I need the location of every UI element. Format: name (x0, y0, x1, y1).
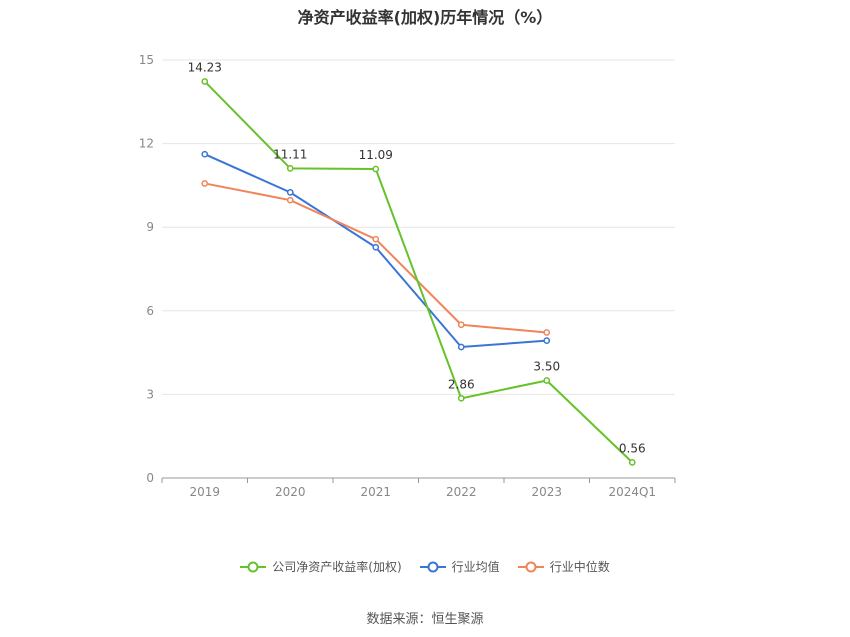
data-point[interactable] (457, 321, 465, 329)
label-layer: 14.23 11.11 11.09 2.86 3.50 0.56 (188, 60, 646, 455)
series-line-0 (204, 80, 633, 464)
data-point[interactable] (372, 235, 380, 243)
x-tick-label: 2021 (360, 485, 391, 499)
data-point[interactable] (286, 165, 294, 172)
data-point[interactable] (201, 180, 209, 187)
legend-item[interactable]: 公司净资产收益率(加权) (240, 558, 402, 575)
data-point[interactable] (286, 189, 294, 196)
data-label: 11.11 (273, 147, 307, 161)
data-point[interactable] (201, 78, 209, 85)
series-layer (201, 78, 636, 466)
legend-label: 行业中位数 (549, 560, 610, 574)
legend-label: 行业均值 (451, 560, 500, 574)
data-point[interactable] (201, 150, 209, 158)
legend-swatch (240, 561, 267, 572)
data-point[interactable] (286, 196, 294, 204)
legend-swatch (419, 561, 446, 572)
chart-title: 净资产收益率(加权)历年情况（%） (297, 8, 553, 27)
data-point[interactable] (628, 459, 636, 466)
source-note: 数据来源：恒生聚源 (366, 612, 484, 627)
data-point[interactable] (543, 337, 551, 344)
x-tick-label: 2022 (446, 485, 477, 499)
data-label: 14.23 (188, 60, 222, 74)
data-point[interactable] (372, 165, 380, 173)
y-tick-label: 9 (146, 220, 154, 234)
x-tick-label: 2019 (189, 485, 220, 499)
legend: 公司净资产收益率(加权) 行业均值 行业中位数 (0, 558, 850, 575)
data-label: 11.09 (359, 148, 393, 162)
legend-swatch (517, 561, 544, 572)
data-label: 2.86 (448, 377, 475, 391)
data-point[interactable] (457, 394, 465, 402)
y-tick-label: 12 (139, 137, 154, 151)
x-tick-label: 2024Q1 (608, 485, 656, 499)
data-point[interactable] (543, 377, 551, 384)
axis-layer: 0 3 6 9 12 15 2019 2020 2021 2022 2023 2024Q1 (139, 53, 676, 499)
grid-layer (162, 59, 675, 395)
y-tick-label: 3 (146, 387, 154, 401)
data-label: 0.56 (619, 441, 646, 455)
data-point[interactable] (372, 243, 380, 251)
legend-item[interactable]: 行业均值 (419, 558, 500, 575)
data-label: 3.50 (533, 359, 560, 373)
legend-item[interactable]: 行业中位数 (517, 558, 610, 575)
x-tick-label: 2023 (531, 485, 562, 499)
y-tick-label: 15 (139, 53, 154, 67)
data-point[interactable] (457, 343, 465, 351)
y-tick-label: 0 (146, 471, 154, 485)
data-point[interactable] (543, 329, 551, 336)
x-tick-label: 2020 (275, 485, 306, 499)
y-tick-label: 6 (146, 304, 154, 318)
series-line-2 (204, 182, 547, 334)
legend-label: 公司净资产收益率(加权) (272, 560, 402, 574)
